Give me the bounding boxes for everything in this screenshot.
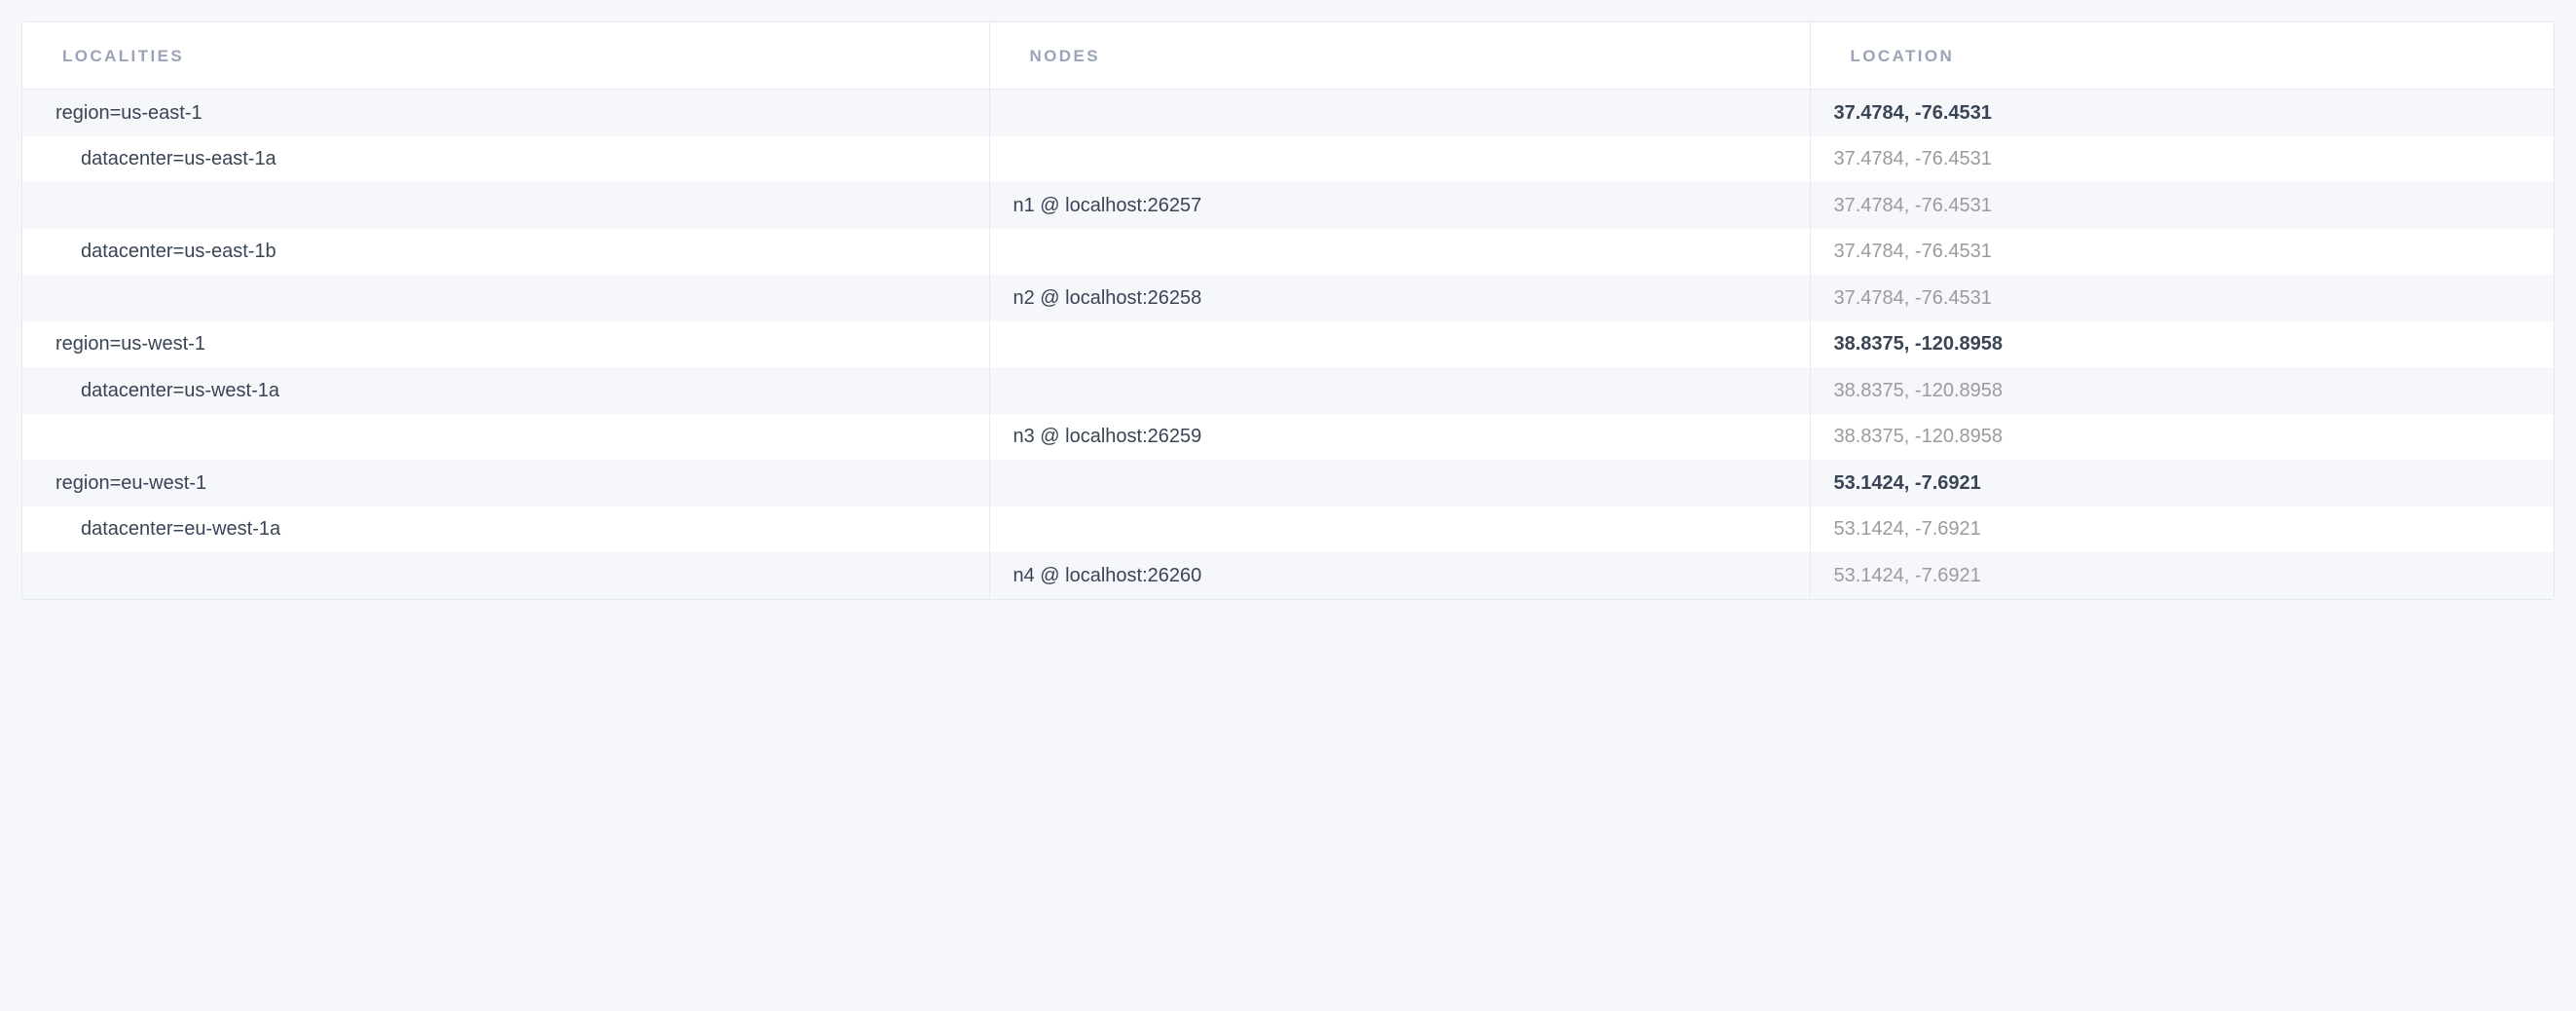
location-coordinates: 38.8375, -120.8958: [1833, 379, 2004, 401]
table-row[interactable]: datacenter=us-east-1a 37.4784, -76.4531: [22, 135, 2554, 182]
cell-nodes: [989, 135, 1811, 182]
cell-localities: [22, 413, 990, 460]
cell-location: 37.4784, -76.4531: [1810, 182, 2554, 229]
table-row[interactable]: n1 @ localhost:26257 37.4784, -76.4531: [22, 182, 2554, 229]
cell-localities: datacenter=us-west-1a: [22, 367, 990, 414]
cell-localities: region=us-east-1: [22, 89, 990, 136]
cell-nodes: n4 @ localhost:26260: [989, 552, 1811, 599]
cell-nodes: [989, 460, 1811, 506]
table-row[interactable]: region=us-west-1 38.8375, -120.8958: [22, 320, 2554, 367]
cell-nodes: [989, 506, 1811, 552]
table-row[interactable]: n3 @ localhost:26259 38.8375, -120.8958: [22, 413, 2554, 460]
table-row[interactable]: datacenter=us-west-1a 38.8375, -120.8958: [22, 367, 2554, 414]
location-coordinates: 37.4784, -76.4531: [1833, 286, 1992, 309]
cell-localities: datacenter=us-east-1b: [22, 228, 990, 275]
cell-location: 38.8375, -120.8958: [1810, 413, 2554, 460]
location-coordinates: 37.4784, -76.4531: [1833, 194, 1992, 216]
cell-nodes: n2 @ localhost:26258: [989, 275, 1811, 321]
cell-location: 53.1424, -7.6921: [1810, 552, 2554, 599]
cell-localities: region=eu-west-1: [22, 460, 990, 506]
cell-location: 53.1424, -7.6921: [1810, 506, 2554, 552]
cell-nodes: [989, 320, 1811, 367]
cell-nodes: n1 @ localhost:26257: [989, 182, 1811, 229]
location-coordinates: 37.4784, -76.4531: [1833, 241, 1992, 263]
localities-table: LOCALITIES NODES LOCATION region=us-east…: [22, 22, 2554, 599]
cell-nodes: n3 @ localhost:26259: [989, 413, 1811, 460]
table-row[interactable]: n4 @ localhost:26260 53.1424, -7.6921: [22, 552, 2554, 599]
location-coordinates: 37.4784, -76.4531: [1833, 101, 1992, 124]
node-label: n4 @ localhost:26260: [1012, 564, 1202, 586]
cell-nodes: [989, 367, 1811, 414]
cell-localities: [22, 182, 990, 229]
location-coordinates: 53.1424, -7.6921: [1833, 518, 1981, 541]
locality-label: region=us-west-1: [55, 333, 205, 356]
column-header-location[interactable]: LOCATION: [1810, 22, 2554, 90]
cell-localities: [22, 552, 990, 599]
location-coordinates: 38.8375, -120.8958: [1833, 333, 2004, 356]
cell-location: 37.4784, -76.4531: [1810, 135, 2554, 182]
locality-label: region=us-east-1: [55, 101, 202, 124]
cell-localities: datacenter=us-east-1a: [22, 135, 990, 182]
cell-localities: datacenter=eu-west-1a: [22, 506, 990, 552]
column-header-location-label: LOCATION: [1850, 46, 1955, 65]
locality-label: datacenter=us-west-1a: [81, 379, 280, 401]
column-header-nodes-label: NODES: [1029, 46, 1100, 65]
cell-location: 53.1424, -7.6921: [1810, 460, 2554, 506]
location-coordinates: 38.8375, -120.8958: [1833, 426, 2004, 448]
locality-label: datacenter=us-east-1a: [81, 148, 276, 170]
location-coordinates: 37.4784, -76.4531: [1833, 148, 1992, 170]
location-coordinates: 53.1424, -7.6921: [1833, 564, 1981, 586]
table-row[interactable]: n2 @ localhost:26258 37.4784, -76.4531: [22, 275, 2554, 321]
table-header: LOCALITIES NODES LOCATION: [22, 22, 2554, 90]
cell-location: 38.8375, -120.8958: [1810, 367, 2554, 414]
table-header-row: LOCALITIES NODES LOCATION: [22, 22, 2554, 90]
table-body: region=us-east-1 37.4784, -76.4531 datacen…: [22, 89, 2554, 599]
location-coordinates: 53.1424, -7.6921: [1833, 471, 1981, 494]
cell-location: 37.4784, -76.4531: [1810, 275, 2554, 321]
node-label: n2 @ localhost:26258: [1012, 286, 1202, 309]
table-row[interactable]: datacenter=eu-west-1a 53.1424, -7.6921: [22, 506, 2554, 552]
node-label: n3 @ localhost:26259: [1012, 426, 1202, 448]
cell-nodes: [989, 89, 1811, 136]
cell-nodes: [989, 228, 1811, 275]
node-label: n1 @ localhost:26257: [1012, 194, 1202, 216]
cell-localities: region=us-west-1: [22, 320, 990, 367]
locality-label: region=eu-west-1: [55, 471, 207, 494]
column-header-nodes[interactable]: NODES: [989, 22, 1811, 90]
localities-panel: LOCALITIES NODES LOCATION region=us-east…: [21, 21, 2555, 600]
column-header-localities[interactable]: LOCALITIES: [22, 22, 990, 90]
cell-location: 38.8375, -120.8958: [1810, 320, 2554, 367]
locality-label: datacenter=us-east-1b: [81, 241, 276, 263]
cell-localities: [22, 275, 990, 321]
table-row[interactable]: region=eu-west-1 53.1424, -7.6921: [22, 460, 2554, 506]
column-header-localities-label: LOCALITIES: [62, 46, 185, 65]
cell-location: 37.4784, -76.4531: [1810, 89, 2554, 136]
locality-label: datacenter=eu-west-1a: [81, 518, 281, 541]
table-row[interactable]: datacenter=us-east-1b 37.4784, -76.4531: [22, 228, 2554, 275]
table-row[interactable]: region=us-east-1 37.4784, -76.4531: [22, 89, 2554, 136]
cell-location: 37.4784, -76.4531: [1810, 228, 2554, 275]
